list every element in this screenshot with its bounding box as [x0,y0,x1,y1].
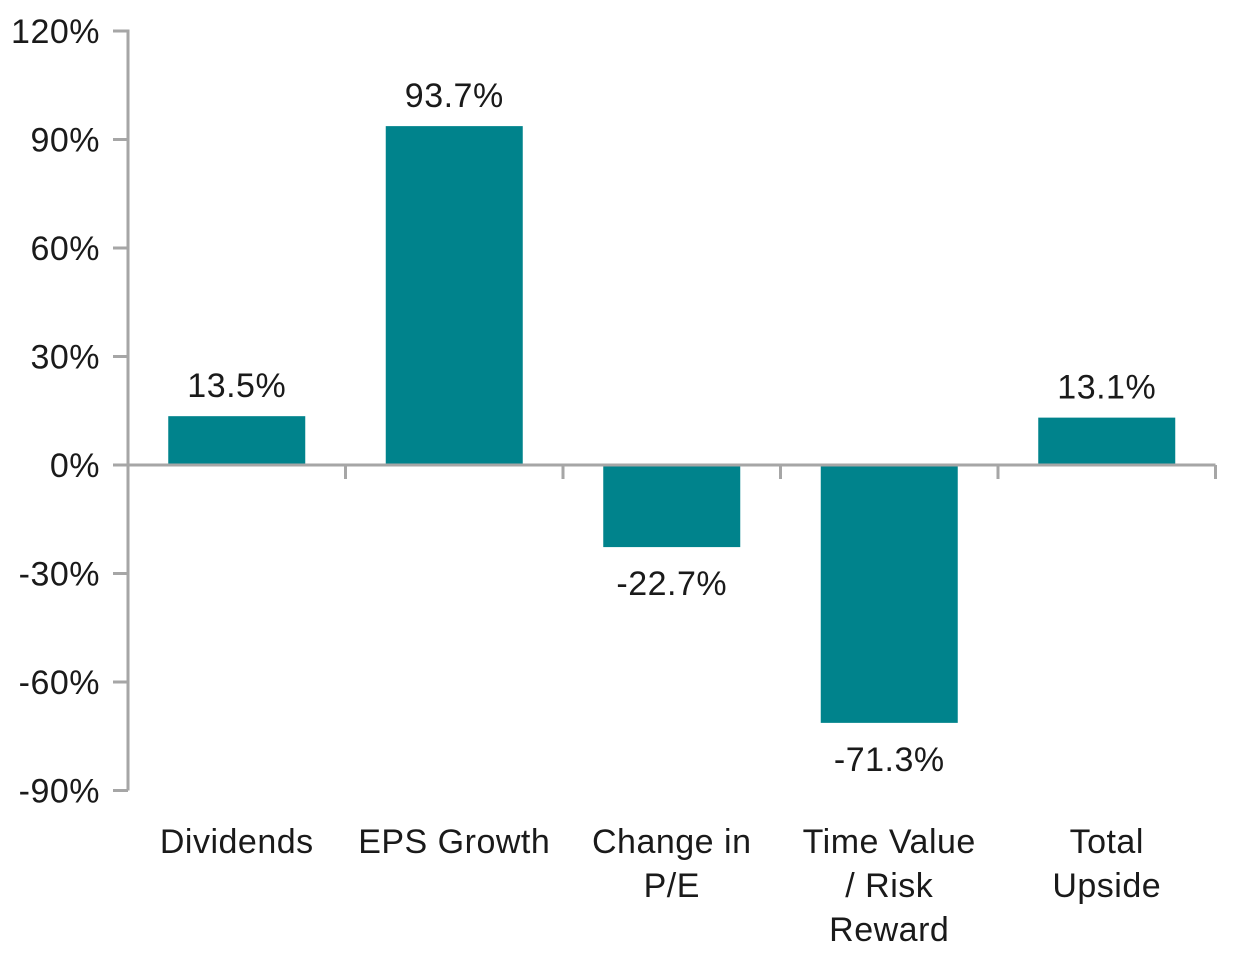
y-axis-tick-label: 60% [30,230,100,268]
x-category-label: Change in [592,823,752,861]
bar-value-label: -22.7% [616,565,727,603]
y-axis-tick-label: 30% [30,339,100,377]
x-category-label: / Risk [845,867,934,905]
y-axis-tick-label: 90% [30,122,100,160]
bar-value-label: 13.5% [187,367,286,405]
bar-2 [385,126,523,465]
y-axis-tick-label: -60% [19,664,100,702]
x-category-label: Dividends [160,823,314,861]
x-category-label: EPS Growth [358,823,550,861]
bar-value-label: 93.7% [405,77,504,115]
bar-value-label: -71.3% [834,741,945,779]
x-category-label: P/E [644,867,700,905]
bar-value-label: 13.1% [1057,369,1156,407]
bar-4 [820,465,958,723]
y-axis-tick-label: -30% [19,556,100,594]
x-category-label: Reward [829,911,949,949]
x-category-label: Time Value [803,823,976,861]
bar-5 [1038,417,1176,465]
bar-1 [168,416,306,465]
y-axis-tick-label: 120% [11,13,100,51]
y-axis-tick-label: 0% [50,447,100,485]
x-category-label: Upside [1052,867,1161,905]
bar-3 [603,465,741,548]
y-axis-tick-label: -90% [19,773,100,811]
x-category-label: Total [1070,823,1144,861]
